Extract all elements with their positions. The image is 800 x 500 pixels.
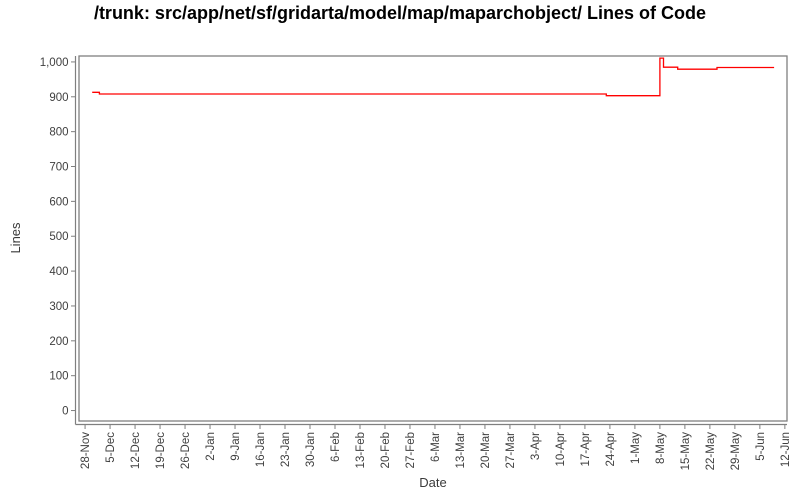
x-tick-label: 24-Apr [605, 432, 617, 467]
y-tick-label: 100 [49, 371, 68, 383]
y-tick-label: 500 [49, 231, 68, 243]
x-tick-label: 30-Jan [305, 432, 317, 467]
x-tick-label: 3-Apr [530, 432, 542, 460]
x-tick-label: 29-May [730, 432, 742, 471]
chart-title: /trunk: src/app/net/sf/gridarta/model/ma… [93, 3, 707, 23]
x-tick-label: 5-Jun [755, 432, 767, 461]
x-tick-label: 1-May [630, 432, 642, 464]
x-tick-label: 26-Dec [180, 432, 192, 469]
x-axis-title: Date [419, 475, 447, 490]
x-tick-label: 19-Dec [155, 432, 167, 469]
x-tick-label: 20-Mar [480, 432, 492, 469]
x-tick-label: 5-Dec [105, 432, 117, 463]
y-tick-label: 1,000 [40, 57, 69, 69]
x-tick-label: 27-Feb [405, 432, 417, 468]
x-tick-label: 15-May [680, 432, 692, 471]
series-line-lines-of-code [92, 57, 775, 97]
x-tick-label: 17-Apr [580, 432, 592, 467]
x-tick-label: 6-Mar [430, 432, 442, 462]
plot-border [78, 55, 788, 422]
x-tick-label: 23-Jan [280, 432, 292, 467]
y-tick-label: 700 [49, 162, 68, 174]
x-tick-label: 13-Feb [355, 432, 367, 468]
y-tick-label: 200 [49, 336, 68, 348]
y-tick-label: 900 [49, 92, 68, 104]
y-tick-label: 0 [62, 406, 68, 418]
x-tick-label: 6-Feb [330, 432, 342, 462]
x-tick-label: 2-Jan [205, 432, 217, 461]
x-tick-label: 10-Apr [555, 432, 567, 467]
y-tick-label: 300 [49, 301, 68, 313]
x-tick-label: 12-Jun [780, 432, 792, 467]
x-tick-label: 16-Jan [255, 432, 267, 467]
y-tick-label: 400 [49, 266, 68, 278]
x-tick-label: 12-Dec [130, 432, 142, 469]
x-tick-label: 28-Nov [80, 432, 92, 469]
x-tick-label: 9-Jan [230, 432, 242, 461]
y-tick-label: 600 [49, 196, 68, 208]
x-tick-label: 27-Mar [505, 432, 517, 469]
x-tick-label: 8-May [655, 432, 667, 464]
x-tick-label: 20-Feb [380, 432, 392, 468]
x-tick-label: 22-May [705, 432, 717, 471]
y-tick-label: 800 [49, 127, 68, 139]
x-tick-label: 13-Mar [455, 432, 467, 469]
